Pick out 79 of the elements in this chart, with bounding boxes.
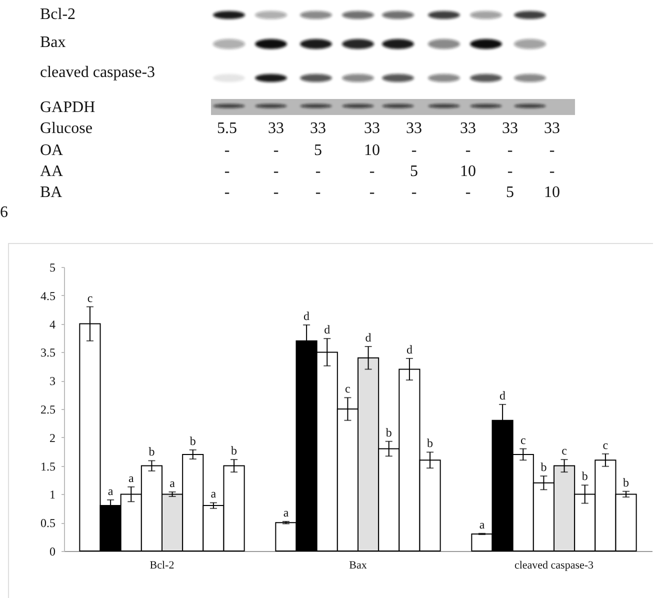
data-label: d — [365, 330, 372, 345]
data-label: d — [406, 342, 412, 356]
text: - — [411, 184, 417, 202]
text: - — [549, 163, 555, 181]
data-label: a — [479, 517, 486, 532]
data-label: d — [304, 308, 310, 323]
data-label: c — [87, 290, 93, 305]
x-tick-label: Bcl-2 — [150, 560, 174, 572]
text: - — [315, 163, 321, 181]
y-tick-label: 0 — [50, 544, 56, 558]
data-label: b — [623, 475, 630, 490]
text: 33 — [460, 120, 476, 138]
text: 5.5 — [217, 120, 237, 138]
y-tick-label: 3.5 — [40, 346, 56, 360]
y-tick-label: 1.5 — [40, 459, 56, 474]
text: 33 — [406, 120, 422, 138]
text: - — [315, 184, 321, 202]
text: 10 — [460, 163, 476, 181]
text: Bcl-2 — [40, 6, 76, 24]
text: BA — [40, 184, 62, 202]
data-label: c — [602, 438, 608, 452]
text: 5 — [314, 142, 322, 160]
data-label: a — [210, 486, 217, 501]
y-tick-label: 0.5 — [40, 516, 56, 530]
text: 10 — [364, 142, 380, 160]
text: Glucose — [40, 120, 92, 138]
text: OA — [40, 142, 64, 160]
data-label: c — [520, 432, 526, 447]
text: - — [465, 142, 471, 160]
data-label: d — [500, 388, 506, 402]
data-label: b — [386, 425, 392, 440]
text: 33 — [364, 120, 380, 138]
text: 6 — [0, 204, 8, 222]
text: 33 — [544, 120, 560, 138]
data-label: a — [128, 470, 134, 485]
y-tick-label: 2 — [50, 430, 56, 445]
data-label: c — [345, 382, 350, 396]
y-tick-label: 4 — [50, 317, 56, 332]
text: - — [273, 163, 279, 181]
text: Bax — [40, 34, 66, 52]
text: GAPDH — [40, 99, 96, 117]
text: - — [411, 142, 417, 160]
data-label: b — [231, 444, 238, 458]
data-label: b — [427, 436, 434, 450]
text: - — [507, 142, 513, 160]
data-label: a — [283, 505, 290, 520]
data-label: c — [562, 444, 567, 458]
y-tick-label: 3 — [50, 374, 56, 388]
text: 33 — [502, 120, 518, 138]
data-label: d — [324, 322, 330, 337]
text: - — [224, 184, 230, 202]
text: - — [224, 142, 230, 160]
y-tick-label: 2.5 — [40, 402, 56, 416]
y-tick-label: 4.5 — [40, 288, 56, 303]
text: 33 — [310, 120, 326, 138]
text: 10 — [544, 184, 560, 202]
text: 5 — [410, 163, 418, 181]
text: - — [507, 163, 513, 181]
data-label: a — [108, 484, 114, 498]
text: - — [549, 142, 555, 160]
x-tick-label: Bax — [349, 560, 368, 572]
text: 33 — [268, 120, 284, 138]
data-label: b — [540, 460, 547, 474]
text: - — [224, 163, 230, 181]
data-label: b — [190, 434, 196, 448]
text: AA — [40, 163, 64, 181]
y-tick-label: 5 — [50, 260, 56, 274]
text: - — [369, 163, 375, 181]
data-label: a — [170, 476, 176, 490]
x-tick-label: cleaved caspase-3 — [514, 560, 594, 572]
data-label: b — [148, 444, 155, 459]
text: - — [273, 142, 279, 160]
text: - — [465, 184, 471, 202]
data-label: b — [582, 469, 588, 484]
text: - — [273, 184, 279, 202]
text: - — [369, 184, 375, 202]
text: cleaved caspase-3 — [40, 64, 156, 82]
y-tick-label: 1 — [50, 488, 56, 502]
text: 5 — [506, 184, 514, 202]
